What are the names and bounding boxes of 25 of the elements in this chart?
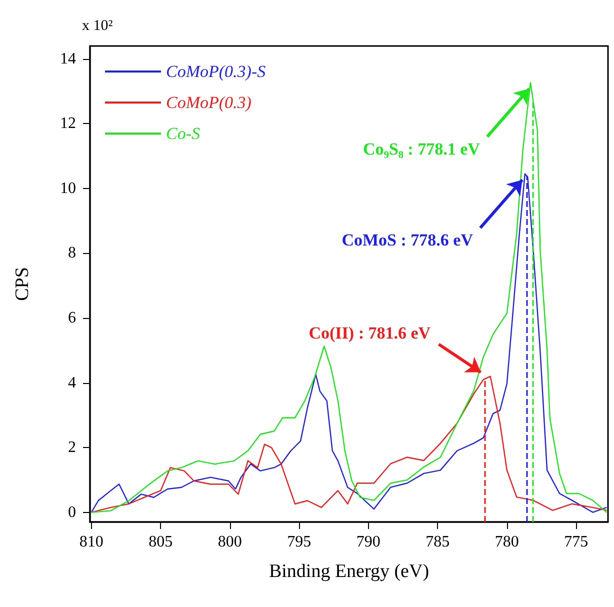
x-tick-label: 805	[148, 534, 173, 550]
y-tick-label: 10	[60, 180, 76, 197]
annotation: Co(II) : 781.6 eV	[308, 324, 432, 343]
y-tick-label: 14	[60, 50, 76, 68]
y-tick-label: 8	[68, 244, 76, 262]
x-tick-label: 795	[287, 534, 312, 550]
x-axis-title: Binding Energy (eV)	[268, 561, 430, 582]
y-tick-label: 0	[68, 504, 76, 521]
annotation: CoMoS : 778.6 eV	[342, 230, 474, 250]
x-tick-label: 775	[564, 534, 588, 550]
legend-label: CoMoP(0.3)	[166, 93, 252, 112]
text: x 10²	[82, 18, 114, 34]
x-tick-label: 810	[79, 534, 104, 550]
annotation: Co₉S₈ : 778.1 eV	[362, 139, 481, 158]
legend-label: CoMoP(0.3)-S	[166, 62, 266, 81]
y-axis-title: CPS	[12, 267, 33, 301]
y-tick-label: 2	[68, 439, 76, 456]
x-tick-label: 780	[494, 534, 519, 550]
x-tick-label: 790	[356, 534, 380, 550]
x-tick-label: 785	[426, 534, 450, 550]
x-tick-label: 800	[218, 534, 242, 550]
y-tick-label: 6	[68, 310, 76, 326]
legend-label: Co-S	[166, 124, 200, 143]
y-tick-label: 12	[60, 115, 76, 132]
y-tick-label: 4	[68, 374, 76, 392]
